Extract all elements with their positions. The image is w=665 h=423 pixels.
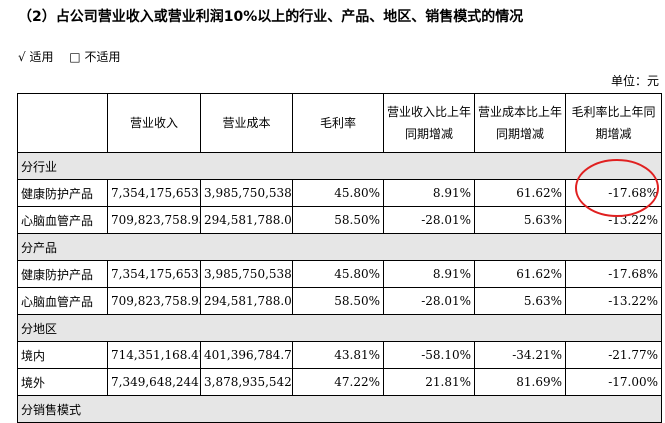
- row-label: 健康防护产品: [17, 260, 108, 288]
- cell: 3,985,750,538.81: [200, 260, 293, 288]
- cell: 709,823,758.93: [107, 206, 201, 234]
- data-row: 健康防护产品7,354,175,653.823,985,750,538.8145…: [17, 260, 662, 288]
- row-label: 健康防护产品: [17, 179, 108, 207]
- cell: 401,396,784.71: [200, 341, 293, 369]
- applicability: √ 适用 □ 不适用: [18, 48, 132, 65]
- cell: 294,581,788.01: [200, 287, 293, 315]
- data-table: 营业收入 营业成本 毛利率 营业收入比上年同期增减 营业成本比上年同期增减 毛利率比上年同…: [17, 93, 662, 423]
- cell: 47.22%: [292, 368, 384, 396]
- data-row: 境外7,349,648,244.283,878,935,542.1147.22%…: [17, 368, 662, 396]
- cell: 21.81%: [383, 368, 475, 396]
- cell: -17.68%: [565, 260, 662, 288]
- cell: 3,878,935,542.11: [200, 368, 293, 396]
- cell: 58.50%: [292, 287, 384, 315]
- cell: 45.80%: [292, 179, 384, 207]
- cell: -58.10%: [383, 341, 475, 369]
- data-row: 境内 714,351,168.47 401,396,784.71 43.81% -58.…: [17, 341, 662, 369]
- section-label: 分产品: [17, 233, 662, 261]
- cell: -21.77%: [565, 341, 662, 369]
- row-label: 心脑血管产品: [17, 206, 108, 234]
- header-cell: 毛利率: [292, 93, 384, 153]
- row-label: 境外: [17, 368, 108, 396]
- cell: -28.01%: [383, 287, 475, 315]
- header-cell: 毛利率比上年同期增减: [565, 93, 662, 153]
- cell: 7,349,648,244.28: [107, 368, 201, 396]
- header-cell: 营业收入比上年同期增减: [383, 93, 475, 153]
- data-row: 心脑血管产品 709,823,758.93 294,581,788.01 58.50%…: [17, 206, 662, 234]
- cell: 58.50%: [292, 206, 384, 234]
- section-row: 分行业: [17, 152, 662, 180]
- cell: 294,581,788.01: [200, 206, 293, 234]
- header-cell: 营业成本比上年同期增减: [474, 93, 566, 153]
- cell: -13.22%: [565, 206, 662, 234]
- cell: 5.63%: [474, 206, 566, 234]
- cell: 8.91%: [383, 260, 475, 288]
- row-label: 境内: [17, 341, 108, 369]
- cell: 5.63%: [474, 287, 566, 315]
- data-row: 健康防护产品7,354,175,653.823,985,750,538.8145…: [17, 179, 662, 207]
- cell: 8.91%: [383, 179, 475, 207]
- header-row: 营业收入 营业成本 毛利率 营业收入比上年同期增减 营业成本比上年同期增减 毛利率比上年同…: [17, 93, 662, 153]
- cell: -13.22%: [565, 287, 662, 315]
- section-row: 分地区: [17, 314, 662, 342]
- cell: 61.62%: [474, 260, 566, 288]
- header-cell: 营业成本: [200, 93, 293, 153]
- applicable-option: √ 适用: [18, 50, 54, 64]
- cell: 3,985,750,538.81: [200, 179, 293, 207]
- section-label: 分销售模式: [17, 395, 662, 423]
- section-label: 分地区: [17, 314, 662, 342]
- cell: 61.62%: [474, 179, 566, 207]
- row-label: 心脑血管产品: [17, 287, 108, 315]
- header-cell: 营业收入: [107, 93, 201, 153]
- not-applicable-option: □ 不适用: [69, 50, 121, 64]
- cell: 81.69%: [474, 368, 566, 396]
- cell: 714,351,168.47: [107, 341, 201, 369]
- cell: -28.01%: [383, 206, 475, 234]
- table-body: 分行业健康防护产品7,354,175,653.823,985,750,538.8…: [17, 152, 662, 423]
- cell: -34.21%: [474, 341, 566, 369]
- data-row: 心脑血管产品 709,823,758.93 294,581,788.01 58.50%…: [17, 287, 662, 315]
- header-cell: [17, 93, 108, 153]
- cell: 45.80%: [292, 260, 384, 288]
- cell: 7,354,175,653.82: [107, 260, 201, 288]
- section-label: 分行业: [17, 152, 662, 180]
- cell: -17.00%: [565, 368, 662, 396]
- cell: 7,354,175,653.82: [107, 179, 201, 207]
- section-row: 分产品: [17, 233, 662, 261]
- section-row: 分销售模式: [17, 395, 662, 423]
- section-title: （2）占公司营业收入或营业利润10%以上的行业、产品、地区、销售模式的情况: [18, 9, 524, 25]
- cell: 43.81%: [292, 341, 384, 369]
- cell: 709,823,758.93: [107, 287, 201, 315]
- cell: -17.68%: [565, 179, 662, 207]
- unit-label: 单位：元: [610, 74, 659, 88]
